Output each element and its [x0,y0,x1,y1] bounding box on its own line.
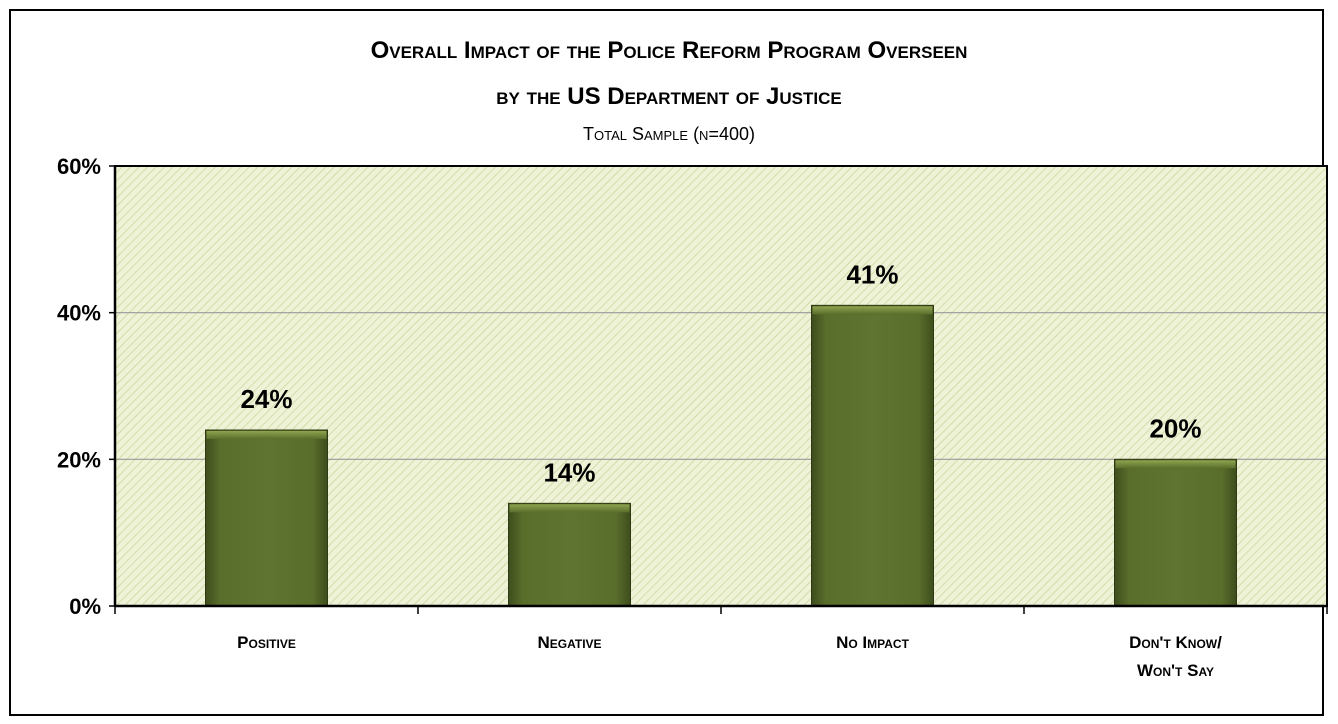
chart-subtitle: Total Sample (n=400) [583,124,755,144]
x-category-label: Positive [237,633,296,652]
y-tick-label: 40% [57,301,101,326]
x-category-label: Won't Say [1137,661,1214,680]
x-category-label: Don't Know/ [1129,633,1222,652]
x-category-label: No Impact [836,633,909,652]
chart-title-line-1: Overall Impact of the Police Reform Prog… [370,37,968,64]
bar [508,502,631,607]
data-label: 20% [1149,413,1201,443]
data-label: 41% [846,259,898,289]
bar-top-bevel [206,431,327,439]
y-tick-label: 60% [57,154,101,179]
y-tick-label: 0% [69,594,101,619]
bar [205,429,328,607]
bar-top-bevel [812,306,933,315]
bar-top-bevel [1115,460,1236,469]
x-category-label: Negative [537,633,601,652]
y-tick-label: 20% [57,447,101,472]
data-label: 24% [240,384,292,414]
chart-title-line-2: by the US Department of Justice [496,83,842,110]
bar [1114,458,1237,607]
bar-top-bevel [509,504,630,513]
data-label: 14% [543,457,595,487]
bar [811,304,934,607]
